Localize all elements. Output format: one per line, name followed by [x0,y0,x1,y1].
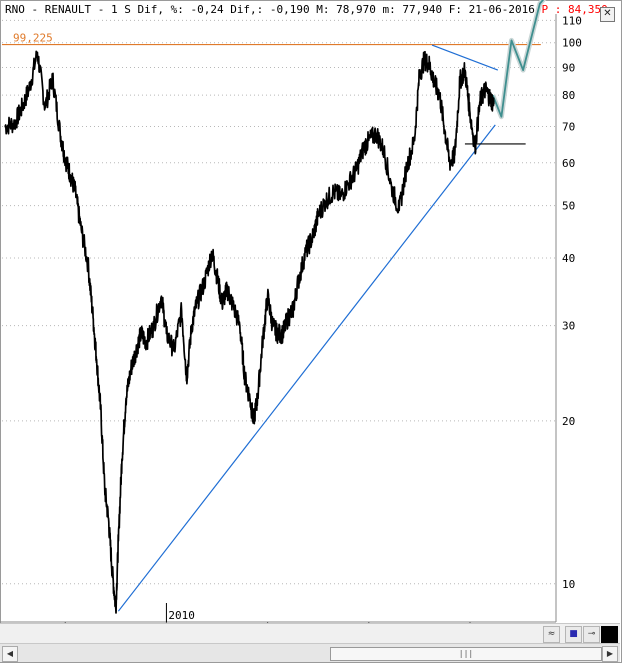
pan-icon[interactable]: ⊸ [583,626,600,643]
y-tick-label: 30 [562,320,575,333]
scroll-left-button[interactable]: ◀ [2,646,18,662]
quote-info: 1 S Dif, %: -0,24 Dif,: -0,190 M: 78,970… [110,3,535,16]
scroll-thumb[interactable]: ||| [330,647,602,661]
y-tick-label: 10 [562,578,575,591]
y-tick-label: 20 [562,415,575,428]
company-name: RENAULT [44,3,92,16]
y-tick-label: 110 [562,14,582,27]
support-trendline [117,124,496,612]
forecast-path-shadow [490,0,547,120]
save-icon[interactable]: ■ [565,626,582,643]
horizontal-scrollbar[interactable]: ◀ ||| ▶ [0,643,620,662]
color-swatch-icon[interactable] [601,626,618,643]
wedge-upper-line [431,44,499,71]
time-axis-bar [0,623,620,644]
y-tick-label: 50 [562,200,575,213]
y-tick-label: 80 [562,89,575,102]
y-tick-label: 100 [562,37,582,50]
last-price-value: 84,350 [567,3,608,16]
last-price-label: P : [541,3,562,16]
chart-header: RNO - RENAULT - 1 S Dif, %: -0,24 Dif,: … [5,3,608,16]
close-button[interactable]: ✕ [600,7,615,22]
scroll-right-button[interactable]: ▶ [602,646,618,662]
y-tick-label: 60 [562,157,575,170]
crosshair-label: 2010 [168,609,195,622]
resistance-label: 99,225 [13,32,53,45]
symbol-label: RNO [5,3,25,16]
forecast-path [491,0,545,118]
y-tick-label: 90 [562,61,575,74]
y-tick-label: 40 [562,252,575,265]
chart-type-icon[interactable]: ≈ [543,626,560,643]
y-tick-label: 70 [562,121,575,134]
price-line [4,50,495,614]
